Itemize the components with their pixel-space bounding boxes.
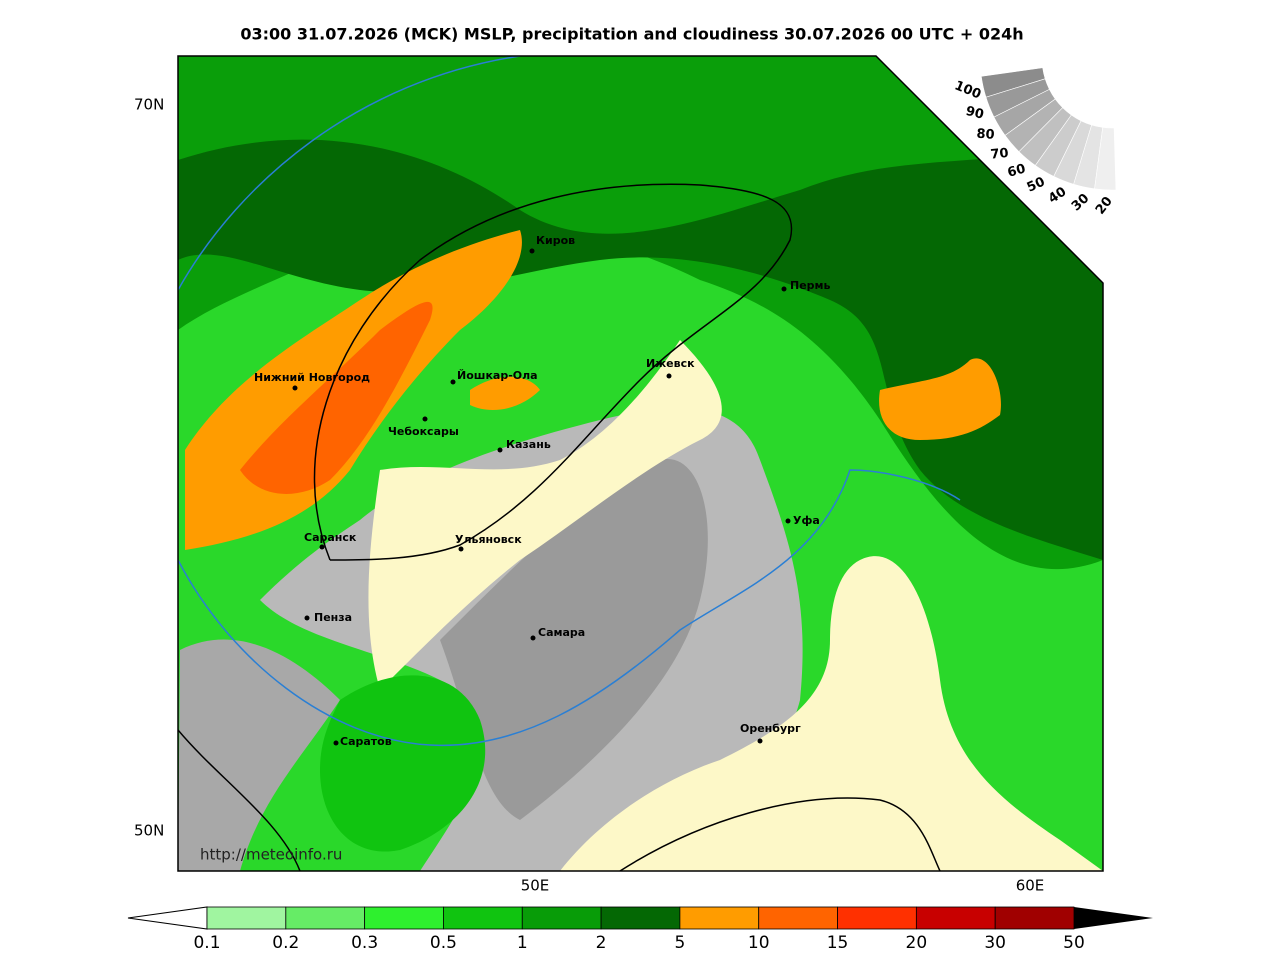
cloud-scale-label: 80 [976,127,995,143]
cloud-scale-label: 40 [1046,184,1069,206]
colorbar-box [837,906,917,930]
colorbar-label: 0.3 [351,933,378,953]
city-dot [781,286,787,292]
colorbar-label: 5 [674,933,685,953]
city-dot [450,379,456,385]
lon-label: 60E [1016,877,1045,895]
city-dot [497,447,503,453]
colorbar-label: 30 [984,933,1006,953]
city-dot [530,635,536,641]
cloud-scale-label: 30 [1069,191,1092,214]
colorbar-label: 50 [1063,933,1085,953]
colorbar-over [1074,907,1153,929]
city-label: Оренбург [740,722,801,735]
lon-label: 50E [521,877,550,895]
colorbar-box [600,906,681,930]
colorbar-box [206,906,287,930]
cloud-scale-sector [1094,127,1117,191]
city-label: Казань [506,438,551,451]
city-label: Киров [536,234,575,247]
colorbar-box [521,906,602,930]
cloud-scale-label: 60 [1006,162,1027,181]
city-label: Ижевск [646,357,695,370]
city-dot [292,385,298,391]
colorbar-label: 1 [517,933,528,953]
colorbar-box [364,906,444,930]
source-url: http://meteoinfo.ru [200,846,342,864]
cloud-scale-label: 100 [952,78,983,102]
cloud-scale-label: 70 [990,146,1009,163]
city-dot [422,416,428,422]
colorbar-label: 15 [827,933,849,953]
city-dot [458,546,464,552]
city-dot [529,248,535,254]
colorbar-box [443,906,523,930]
colorbar-label: 0.2 [272,933,299,953]
lat-label: 50N [134,822,164,840]
colorbar-box [994,906,1075,930]
city-dot [757,738,763,744]
colorbar-label: 10 [748,933,770,953]
colorbar-label: 2 [596,933,607,953]
city-label: Чебоксары [388,425,459,438]
city-label: Самара [538,626,585,639]
city-dot [333,740,339,746]
city-label: Саратов [340,735,392,748]
city-dot [319,544,325,550]
map-frame [177,55,1104,872]
cloud-scale-label: 90 [964,104,985,123]
city-dot [666,373,672,379]
city-label: Уфа [793,514,820,527]
cloud-scale-label: 50 [1025,175,1048,196]
colorbar-box [915,906,996,930]
colorbar-under [127,906,208,930]
colorbar-label: 0.5 [430,933,457,953]
colorbar-box [758,906,838,930]
colorbar-box [285,906,366,930]
city-dot [785,518,791,524]
colorbar-label: 20 [906,933,928,953]
cloud-scale-label: 20 [1093,194,1116,217]
city-label: Ульяновск [455,533,522,546]
city-label: Пермь [790,279,831,292]
colorbar-box [679,906,760,930]
city-dot [304,615,310,621]
map-area [178,56,1103,871]
city-label: Нижний Новгород [254,371,370,384]
title: 03:00 31.07.2026 (MCK) MSLP, precipitati… [240,25,1023,44]
city-label: Саранск [304,531,357,544]
city-label: Йошкар-Ола [457,369,538,382]
lat-label: 70N [134,96,164,114]
colorbar-label: 0.1 [193,933,220,953]
city-label: Пенза [314,611,352,624]
